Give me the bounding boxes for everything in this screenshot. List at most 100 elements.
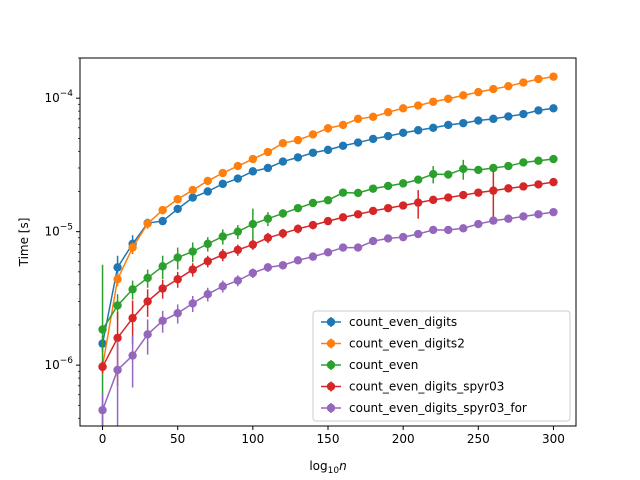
- data-point: [278, 209, 288, 218]
- y-tick-label-base: 10: [44, 91, 59, 105]
- data-point: [398, 179, 408, 188]
- series-count_even_digits_spyr03_for: [98, 207, 558, 426]
- data-point: [534, 156, 543, 165]
- data-point: [128, 313, 137, 323]
- data-point: [549, 72, 558, 81]
- data-point: [308, 252, 318, 261]
- data-point: [218, 232, 227, 241]
- data-point: [218, 250, 227, 260]
- data-point: [459, 91, 468, 100]
- data-point: [444, 225, 453, 235]
- data-point: [248, 240, 258, 249]
- data-point: [504, 161, 513, 171]
- data-point: [519, 78, 528, 87]
- data-point: [489, 114, 498, 124]
- data-point: [534, 74, 543, 84]
- data-point: [474, 165, 483, 175]
- x-tick-label: 150: [317, 432, 340, 446]
- legend-swatch-marker: [326, 339, 336, 348]
- data-point: [444, 170, 453, 179]
- data-point: [248, 167, 258, 176]
- data-point: [474, 116, 483, 125]
- legend-item: count_even: [321, 358, 418, 372]
- data-point: [383, 181, 393, 191]
- data-point: [278, 229, 288, 238]
- legend: count_even_digits count_even_digits2count…: [312, 310, 571, 422]
- data-point: [128, 285, 137, 294]
- legend-swatch-marker: [326, 317, 336, 327]
- data-point: [218, 179, 227, 189]
- data-point: [413, 175, 423, 184]
- y-tick-label-exp: −6: [60, 356, 74, 366]
- data-point: [278, 261, 288, 270]
- y-tick-label-exp: −5: [60, 223, 73, 233]
- legend-label: count_even: [349, 358, 418, 372]
- data-point: [173, 275, 182, 284]
- data-point: [459, 164, 468, 174]
- data-point: [489, 84, 498, 94]
- data-point: [353, 188, 363, 198]
- data-point: [383, 203, 393, 213]
- y-tick-label: 10−6: [44, 356, 73, 372]
- x-tick-label: 300: [542, 432, 565, 446]
- series-count_even: [98, 154, 558, 426]
- legend-swatch-marker: [326, 403, 336, 413]
- y-axis: 10−610−510−4: [44, 57, 80, 419]
- x-axis-label-var: n: [339, 459, 347, 473]
- data-point: [534, 106, 543, 115]
- data-point: [233, 161, 243, 171]
- data-point: [188, 299, 197, 308]
- data-point: [429, 123, 438, 132]
- data-point: [398, 201, 408, 210]
- data-point: [188, 265, 197, 274]
- data-point: [383, 108, 393, 117]
- data-point: [413, 101, 423, 110]
- data-point: [534, 210, 543, 219]
- data-point: [504, 184, 513, 193]
- data-point: [173, 204, 182, 214]
- y-tick-label-base: 10: [44, 358, 59, 372]
- x-axis-label: log10n: [309, 459, 346, 476]
- data-point: [113, 333, 122, 343]
- legend-swatch-marker: [326, 360, 336, 370]
- data-point: [233, 276, 243, 285]
- data-point: [383, 131, 393, 141]
- y-tick-label: 10−4: [44, 89, 73, 105]
- data-point: [218, 168, 227, 178]
- data-point: [353, 114, 363, 124]
- data-point: [278, 157, 288, 166]
- data-point: [549, 207, 558, 217]
- y-tick-label-exp: −4: [60, 89, 74, 99]
- data-point: [338, 213, 348, 222]
- data-point: [474, 87, 483, 97]
- data-point: [504, 214, 513, 223]
- data-point: [413, 229, 423, 239]
- data-point: [338, 120, 348, 130]
- data-point: [248, 219, 258, 229]
- data-point: [248, 268, 258, 278]
- data-point: [383, 234, 393, 243]
- data-point: [549, 154, 558, 164]
- data-point: [489, 186, 498, 195]
- data-point: [203, 257, 212, 266]
- x-tick-label: 50: [170, 432, 185, 446]
- data-point: [413, 126, 423, 135]
- data-point: [263, 214, 273, 223]
- data-point: [203, 187, 212, 196]
- data-point: [188, 247, 197, 256]
- data-point: [308, 130, 318, 139]
- data-point: [113, 301, 122, 310]
- x-axis-label-sub: 10: [328, 466, 340, 476]
- data-point: [323, 216, 333, 226]
- data-point: [278, 138, 288, 148]
- series-count_even_digits: [98, 104, 558, 353]
- data-point: [263, 163, 273, 173]
- data-point: [98, 362, 107, 372]
- data-point: [203, 239, 212, 249]
- data-point: [519, 158, 528, 167]
- data-point: [323, 196, 333, 205]
- data-point: [323, 248, 333, 257]
- data-point: [158, 262, 167, 271]
- data-point: [173, 253, 182, 262]
